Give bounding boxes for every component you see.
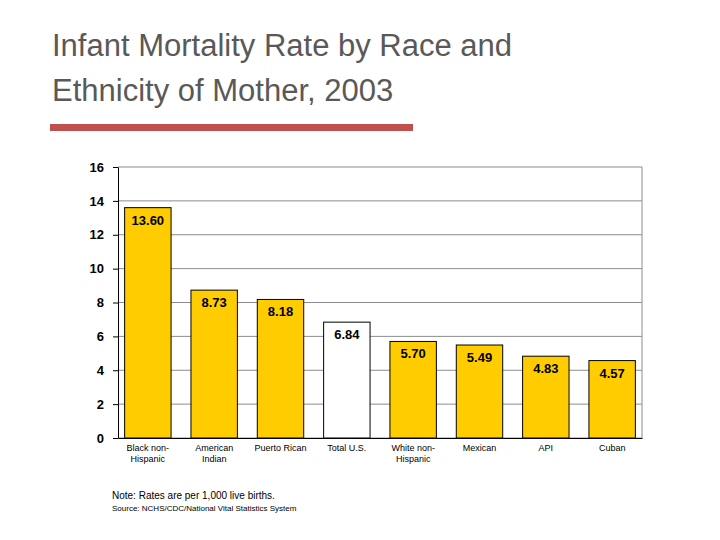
tick: 0 (97, 431, 118, 446)
tick-label: AmericanIndian (195, 443, 233, 464)
tick: 2 (97, 397, 118, 412)
annotation: Note: Rates are per 1,000 live births. (112, 490, 275, 501)
axis-line (118, 168, 119, 439)
tick-mark (113, 438, 118, 439)
tick-mark (113, 336, 118, 337)
data-label: 4.57 (599, 366, 624, 381)
tick-label: 6 (97, 329, 104, 344)
grid (118, 167, 642, 438)
tick-label: Puerto Rican (254, 443, 306, 453)
tick: 4 (97, 363, 118, 378)
data-label: 8.18 (268, 304, 293, 319)
tick: API (539, 443, 554, 453)
tick: White non-Hispanic (391, 443, 435, 464)
text-line: White non- (391, 443, 435, 453)
tick: Mexican (463, 443, 497, 453)
tick: 12 (90, 227, 118, 242)
tick: Puerto Rican (254, 443, 306, 453)
tick: 10 (90, 261, 118, 276)
grid-line (118, 167, 642, 168)
title-rule (50, 124, 413, 131)
text-line: Cuban (599, 443, 626, 453)
tick-mark (113, 303, 118, 304)
y-axis: 0 2 4 6 8 10 12 14 16 (90, 160, 119, 446)
data-label: 8.73 (202, 295, 227, 310)
bar (191, 290, 237, 438)
tick-label: 14 (90, 194, 105, 209)
data-labels: 13.60 8.73 8.18 6.84 5.70 5.49 4.83 4.57 (132, 213, 625, 381)
tick: 16 (90, 160, 118, 175)
text-line: Total U.S. (327, 443, 366, 453)
chart-title: Infant Mortality Rate by Race and Ethnici… (52, 28, 512, 108)
x-axis: Black non-HispanicAmericanIndianPuerto R… (119, 439, 643, 465)
tick: Cuban (599, 443, 626, 453)
text-line: Black non- (127, 443, 170, 453)
tick-label: Black non-Hispanic (127, 443, 170, 464)
data-label: 4.83 (533, 361, 558, 376)
plot-frame (642, 167, 643, 438)
tick-label: 8 (97, 295, 104, 310)
data-label: 5.49 (467, 350, 492, 365)
tick-label: 16 (90, 160, 104, 175)
text-line: Hispanic (131, 454, 166, 464)
bar (324, 322, 370, 438)
bars (125, 208, 636, 438)
tick-label: Total U.S. (327, 443, 366, 453)
text-line: Indian (202, 454, 227, 464)
data-label: 13.60 (132, 213, 165, 228)
tick-mark (113, 370, 118, 371)
annotations: Note: Rates are per 1,000 live births. So… (112, 490, 297, 513)
axis-line (119, 438, 643, 439)
tick-mark (113, 404, 118, 405)
text-line: API (539, 443, 554, 453)
tick-mark (113, 167, 118, 168)
bar (456, 345, 502, 438)
text-line: Hispanic (396, 454, 431, 464)
bar (257, 299, 303, 438)
tick: AmericanIndian (195, 443, 233, 464)
grid-line (118, 268, 642, 269)
text-line: American (195, 443, 233, 453)
tick: 8 (97, 295, 118, 310)
tick-mark (113, 269, 118, 270)
text-line: Mexican (463, 443, 497, 453)
tick-mark (113, 201, 118, 202)
tick: 6 (97, 329, 118, 344)
text-line: Puerto Rican (254, 443, 306, 453)
tick-label: Cuban (599, 443, 626, 453)
data-label: 5.70 (401, 346, 426, 361)
tick-label: 2 (97, 397, 104, 412)
text-line: Infant Mortality Rate by Race and (52, 28, 512, 63)
bar (390, 341, 436, 438)
tick-label: API (539, 443, 554, 453)
bar (589, 361, 635, 438)
tick-label: 0 (97, 431, 104, 446)
slide: Infant Mortality Rate by Race and Ethnici… (0, 0, 720, 540)
tick-label: 12 (90, 227, 104, 242)
text-line: Ethnicity of Mother, 2003 (52, 73, 393, 108)
data-label: 6.84 (334, 327, 360, 342)
grid-line (118, 200, 642, 201)
bar (125, 208, 171, 438)
tick: Black non-Hispanic (127, 443, 170, 464)
tick-label: 10 (90, 261, 104, 276)
tick-label: 4 (97, 363, 105, 378)
tick-label: Mexican (463, 443, 497, 453)
tick: Total U.S. (327, 443, 366, 453)
annotation: Source: NCHS/CDC/National Vital Statisti… (112, 504, 297, 513)
bar (523, 356, 569, 438)
tick-mark (113, 235, 118, 236)
tick-label: White non-Hispanic (391, 443, 435, 464)
grid-line (118, 234, 642, 235)
tick: 14 (90, 194, 118, 209)
